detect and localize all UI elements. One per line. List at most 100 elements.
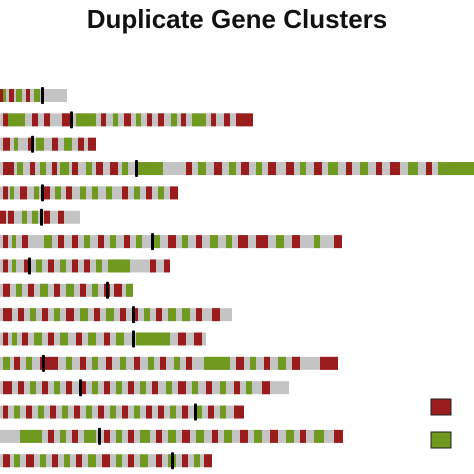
gene-segment-red [426, 162, 432, 176]
gene-segment-red [160, 356, 166, 370]
gene-segment-red [346, 162, 352, 176]
gene-segment-green [278, 356, 286, 370]
gene-segment-red [182, 454, 188, 468]
gene-segment-red [241, 162, 249, 176]
cluster-row [0, 160, 474, 178]
gene-segment-red [264, 356, 270, 370]
gene-segment-red [152, 381, 158, 395]
gene-segment-green [314, 235, 320, 249]
gene-segment-red [3, 113, 8, 127]
gene-segment-red [3, 235, 8, 249]
gene-segment-red [186, 162, 192, 176]
gene-segment-red [262, 381, 270, 395]
gene-segment-green [314, 429, 324, 443]
gene-segment-red [182, 429, 190, 443]
cluster-row [0, 427, 343, 445]
cluster-marker [135, 160, 138, 178]
gene-segment-green [126, 283, 133, 297]
gene-segment-red [208, 405, 214, 419]
gene-segment-red [214, 162, 222, 176]
gene-segment-green [116, 454, 122, 468]
gene-segment-green [80, 186, 86, 200]
gene-segment-red [66, 381, 72, 395]
gene-segment-red [76, 454, 82, 468]
gene-segment-green [120, 356, 126, 370]
legend-swatch-green [430, 431, 452, 449]
gene-segment-green [17, 162, 23, 176]
gene-segment-red [186, 356, 192, 370]
gene-segment-red [3, 381, 12, 395]
gene-segment-red [26, 405, 32, 419]
gene-segment-red [390, 162, 400, 176]
cluster-row [0, 379, 289, 397]
gene-segment-green [122, 162, 128, 176]
gene-segment-green [12, 235, 16, 249]
gene-segment-green [10, 186, 14, 200]
gene-segment-green [116, 381, 122, 395]
cluster-marker [151, 233, 154, 251]
cluster-marker [42, 354, 45, 372]
gene-segment-red [74, 405, 80, 419]
gene-segment-green [166, 381, 172, 395]
gene-segment-green [92, 356, 98, 370]
cluster-row [0, 257, 170, 275]
gene-segment-green [86, 162, 92, 176]
gene-segment-red [234, 381, 240, 395]
gene-segment-red [32, 113, 38, 127]
gene-segment-red [44, 186, 50, 200]
gene-segment-red [234, 405, 244, 419]
gene-segment-red [150, 259, 156, 273]
gene-segment-green [34, 332, 42, 346]
gene-segment-red [3, 186, 8, 200]
gene-segment-green [192, 113, 206, 127]
gene-segment-red [240, 429, 248, 443]
gene-segment-red [72, 162, 78, 176]
gene-segment-green [36, 259, 42, 273]
gene-segment-green [256, 162, 262, 176]
gene-segment-green [64, 137, 72, 151]
gene-segment-red [42, 308, 48, 322]
gene-segment-red [0, 210, 6, 224]
gene-segment-green [34, 186, 39, 200]
gene-segment-red [3, 162, 14, 176]
gene-segment-green [210, 235, 218, 249]
gene-segment-green [196, 405, 202, 419]
gene-segment-red [48, 332, 54, 346]
gene-segment-green [20, 429, 42, 443]
gene-segment-green [60, 429, 66, 443]
gene-segment-red [8, 210, 14, 224]
gene-segment-green [116, 429, 122, 443]
gene-segment-red [334, 429, 343, 443]
gene-segment-red [156, 429, 162, 443]
legend-swatch-red [430, 398, 452, 416]
gene-segment-red [211, 113, 216, 127]
gene-segment-green [40, 162, 46, 176]
gene-segment-red [28, 283, 34, 297]
gene-segment-red [66, 308, 74, 322]
gene-segment-red [128, 429, 134, 443]
gene-segment-green [140, 454, 148, 468]
gene-segment-green [116, 332, 124, 346]
gene-segment-red [102, 454, 110, 468]
gene-segment-red [268, 162, 276, 176]
gene-segment-green [80, 308, 88, 322]
gene-segment-green [84, 429, 96, 443]
gene-segment-green [3, 356, 10, 370]
gene-segment-red [236, 356, 244, 370]
gene-segment-red [44, 210, 50, 224]
gene-segment-red [224, 113, 230, 127]
gene-segment-green [110, 235, 116, 249]
gene-segment-red [178, 381, 186, 395]
gene-segment-red [80, 381, 86, 395]
gene-segment-green [286, 429, 294, 443]
gene-segment-red [334, 235, 342, 249]
gene-segment-red [3, 308, 12, 322]
gene-segment-green [66, 283, 74, 297]
gene-segment-green [32, 210, 38, 224]
gene-segment-red [147, 113, 152, 127]
gene-segment-red [170, 186, 178, 200]
gene-segment-red [156, 454, 162, 468]
gene-segment-green [34, 89, 40, 102]
gene-segment-green [198, 162, 206, 176]
cluster-row [0, 87, 67, 104]
